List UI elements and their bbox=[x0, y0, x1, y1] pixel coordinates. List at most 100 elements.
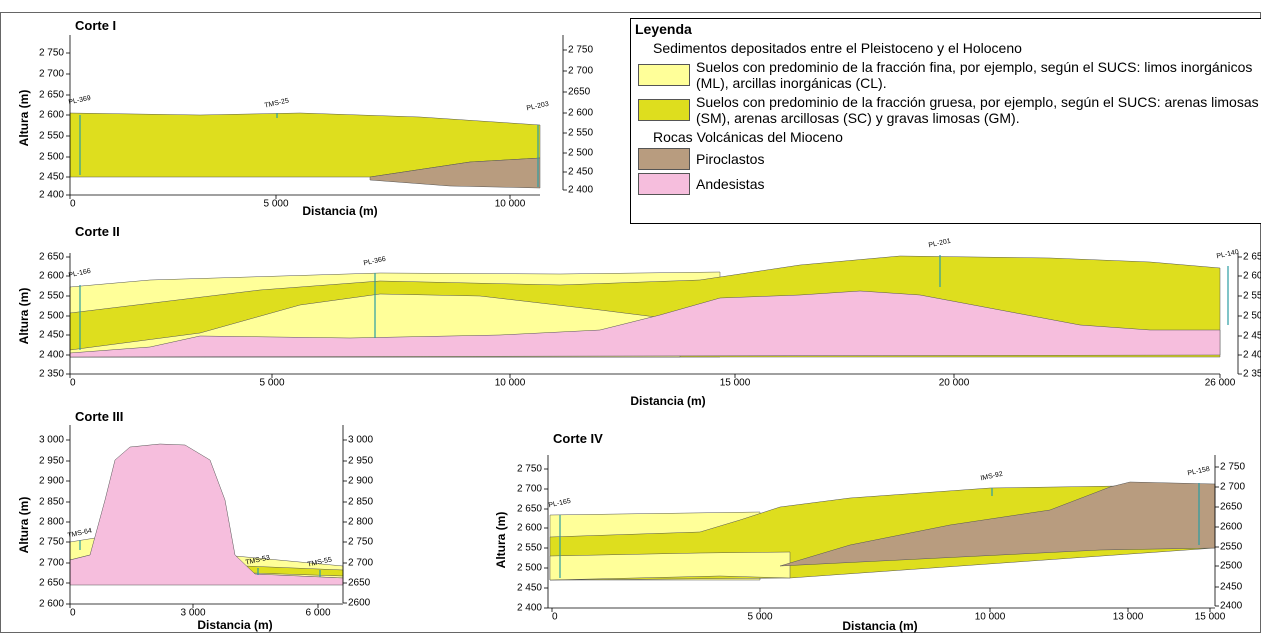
legend-item: Piroclastos bbox=[635, 148, 1261, 170]
y-tick-label-right: 2 400 bbox=[568, 185, 593, 196]
y-tick-label-right: 2 700 bbox=[568, 66, 593, 77]
y-tick-label: 2 450 bbox=[517, 583, 542, 594]
legend-item: Suelos con predominio de la fracción gru… bbox=[635, 94, 1261, 126]
well-label: PL-166 bbox=[68, 268, 92, 280]
well-label: TMS-64 bbox=[67, 528, 93, 540]
y-tick-label: 2 350 bbox=[39, 369, 64, 380]
legend-label: Suelos con predominio de la fracción gru… bbox=[696, 94, 1261, 126]
y-tick-label-right: 2600 bbox=[348, 598, 371, 609]
legend-swatch bbox=[638, 173, 690, 195]
well-label: PL-140 bbox=[1216, 249, 1240, 261]
y-tick-label-right: 2 65 bbox=[1243, 252, 1261, 263]
x-tick-label: 3 000 bbox=[180, 608, 205, 619]
y-tick-label: 2 650 bbox=[39, 252, 64, 263]
x-axis-label: Distancia (m) bbox=[842, 619, 917, 633]
well-label: PL-369 bbox=[68, 95, 92, 107]
y-tick-label: 2 750 bbox=[517, 464, 542, 475]
y-tick-label: 2 750 bbox=[39, 537, 64, 548]
x-tick-label: 15 000 bbox=[720, 378, 751, 389]
x-axis-label: Distancia (m) bbox=[197, 618, 272, 632]
y-tick-label-right: 2650 bbox=[348, 578, 371, 589]
x-axis-label: Distancia (m) bbox=[302, 204, 377, 218]
y-tick-label: 2 550 bbox=[517, 543, 542, 554]
y-tick-label-right: 2 55 bbox=[1243, 291, 1261, 302]
y-tick-label-right: 2 40 bbox=[1243, 350, 1261, 361]
y-tick-label-right: 2400 bbox=[1220, 601, 1243, 612]
y-tick-label-right: 2 700 bbox=[1220, 482, 1245, 493]
well-label: PL-158 bbox=[1187, 466, 1211, 478]
y-tick-label: 2 550 bbox=[39, 291, 64, 302]
legend: Leyenda Sedimentos depositados entre el … bbox=[630, 18, 1261, 224]
section-title: Corte II bbox=[75, 224, 120, 239]
y-tick-label-right: 2650 bbox=[1220, 502, 1243, 513]
corte-3-layers bbox=[70, 444, 343, 585]
y-tick-label: 2 700 bbox=[39, 558, 64, 569]
corte-2-layers bbox=[70, 256, 1220, 357]
y-tick-label-right: 2 850 bbox=[348, 497, 373, 508]
y-tick-label-right: 2 60 bbox=[1243, 271, 1261, 282]
y-tick-label: 2 600 bbox=[39, 271, 64, 282]
y-tick-label: 2 600 bbox=[39, 110, 64, 121]
page: {"sections": [ {"title": "Corte I", "y_l… bbox=[0, 0, 1261, 634]
corte-4-layers bbox=[550, 482, 1215, 580]
y-axis-label: Altura (m) bbox=[17, 288, 31, 345]
y-tick-label-right: 2 900 bbox=[348, 476, 373, 487]
legend-group-heading: Sedimentos depositados entre el Pleistoc… bbox=[653, 40, 1261, 56]
y-tick-label: 2 800 bbox=[39, 517, 64, 528]
legend-swatch bbox=[638, 99, 690, 121]
well-label: IMS-92 bbox=[980, 471, 1004, 483]
y-tick-label: 2 450 bbox=[39, 330, 64, 341]
x-tick-label: 15 000 bbox=[1195, 612, 1226, 623]
y-tick-label: 2 650 bbox=[517, 504, 542, 515]
legend-title: Leyenda bbox=[635, 21, 1261, 37]
y-tick-label-right: 2 450 bbox=[568, 167, 593, 178]
legend-group-heading: Rocas Volcánicas del Mioceno bbox=[653, 129, 1261, 145]
y-tick-label: 2 500 bbox=[517, 563, 542, 574]
y-tick-label: 2 600 bbox=[39, 599, 64, 610]
x-tick-label: 0 bbox=[70, 199, 76, 210]
y-tick-label: 2 700 bbox=[39, 69, 64, 80]
x-tick-label: 0 bbox=[70, 378, 76, 389]
y-tick-label: 2 500 bbox=[39, 311, 64, 322]
y-tick-label-right: 2 600 bbox=[568, 108, 593, 119]
layer-fine bbox=[550, 552, 790, 580]
y-tick-label-right: 2650 bbox=[568, 87, 591, 98]
section-title: Corte III bbox=[75, 409, 123, 424]
x-tick-label: 10 000 bbox=[495, 378, 526, 389]
y-tick-label-right: 2 50 bbox=[1243, 311, 1261, 322]
well-label: TMS-25 bbox=[264, 98, 290, 110]
y-tick-label-right: 2 750 bbox=[568, 45, 593, 56]
y-tick-label-right: 2 45 bbox=[1243, 331, 1261, 342]
y-tick-label: 2 400 bbox=[39, 190, 64, 201]
well-label: PL-203 bbox=[526, 101, 550, 113]
y-tick-label-right: 2600 bbox=[1220, 522, 1243, 533]
y-tick-label: 2 850 bbox=[39, 497, 64, 508]
y-tick-label: 2 950 bbox=[39, 456, 64, 467]
legend-label: Andesistas bbox=[696, 176, 764, 192]
x-tick-label: 5 000 bbox=[747, 612, 772, 623]
x-tick-label: 6 000 bbox=[305, 608, 330, 619]
x-tick-label: 13 000 bbox=[1113, 612, 1144, 623]
legend-item: Andesistas bbox=[635, 173, 1261, 195]
y-tick-label: 2 650 bbox=[39, 578, 64, 589]
legend-item: Suelos con predominio de la fracción fin… bbox=[635, 59, 1261, 91]
y-tick-label-right: 2 750 bbox=[1220, 462, 1245, 473]
y-tick-label: 2 400 bbox=[517, 603, 542, 614]
x-tick-label: 10 000 bbox=[495, 199, 526, 210]
well-label: PL-366 bbox=[363, 256, 387, 268]
well-label: PL-165 bbox=[548, 498, 572, 510]
y-tick-label: 2 450 bbox=[39, 172, 64, 183]
y-tick-label: 2 750 bbox=[39, 48, 64, 59]
legend-label: Piroclastos bbox=[696, 151, 764, 167]
y-tick-label-right: 2 800 bbox=[348, 517, 373, 528]
x-tick-label: 0 bbox=[552, 612, 558, 623]
y-tick-label-right: 2450 bbox=[1220, 582, 1243, 593]
legend-swatch bbox=[638, 64, 690, 86]
y-tick-label: 2 600 bbox=[517, 523, 542, 534]
y-tick-label-right: 2500 bbox=[1220, 561, 1243, 572]
section-title: Corte I bbox=[75, 18, 116, 33]
y-tick-label: 2 900 bbox=[39, 476, 64, 487]
y-tick-label-right: 2 35 bbox=[1243, 369, 1261, 380]
y-tick-label: 2 400 bbox=[39, 350, 64, 361]
y-tick-label-right: 2 700 bbox=[348, 558, 373, 569]
